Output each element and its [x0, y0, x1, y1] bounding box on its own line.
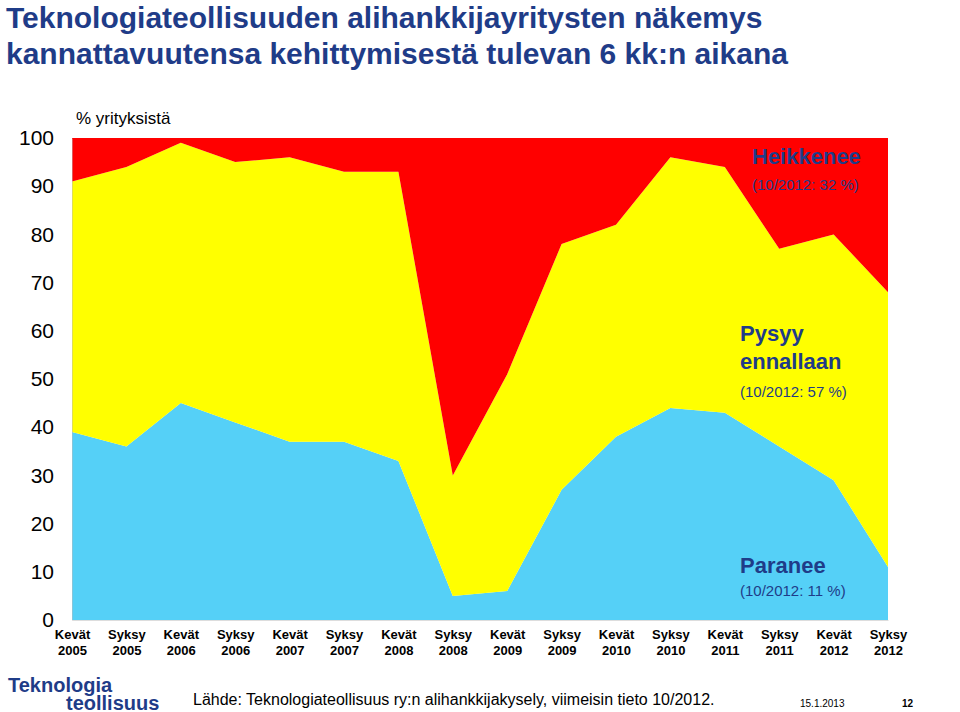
- y-axis-line: [72, 139, 73, 621]
- x-tick-label: Kevät2007: [272, 627, 308, 658]
- logo: teollisuus: [66, 692, 159, 712]
- y-tick-label: 10: [31, 560, 54, 583]
- y-tick: 30: [31, 464, 72, 487]
- x-tick-label: Syksy2012: [870, 627, 908, 658]
- x-tick: Syksy2010: [652, 620, 690, 658]
- page-number: 12: [902, 698, 914, 709]
- title: Teknologiateollisuuden alihankkijayritys…: [6, 1, 788, 70]
- x-tick: Kevät2007: [272, 620, 308, 658]
- x-tick-label: Syksy2011: [761, 627, 799, 658]
- y-tick-label: 90: [31, 174, 54, 197]
- y-tick: 100: [19, 126, 72, 149]
- x-tick: Syksy2011: [761, 620, 799, 658]
- x-tick: Syksy2009: [543, 620, 581, 658]
- y-tick: 90: [31, 174, 72, 197]
- y-tick-label: 30: [31, 464, 54, 487]
- x-tick-label: Syksy2006: [217, 627, 255, 658]
- x-tick-label: Kevät2008: [381, 627, 417, 658]
- y-tick: 50: [31, 367, 72, 390]
- series-label: Heikkenee: [752, 144, 861, 169]
- y-tick-label: 50: [31, 367, 54, 390]
- x-tick-label: Kevät2011: [708, 627, 744, 658]
- y-tick-label: 100: [19, 126, 54, 149]
- series-label: Paranee: [740, 553, 826, 578]
- y-axis: 0 10 20 30 40 50 60 70 80 90 100: [19, 126, 73, 631]
- x-tick-label: Syksy2007: [326, 627, 364, 658]
- series-label: Pysyyennallaan: [740, 321, 841, 374]
- y-tick-label: 0: [42, 608, 54, 631]
- x-axis: Kevät2005 Syksy2005 Kevät2006 Syksy2006 Kevä…: [55, 620, 908, 658]
- x-tick: Kevät2005: [55, 620, 91, 658]
- x-tick-label: Kevät2005: [55, 627, 91, 658]
- x-tick-label: Kevät2009: [490, 627, 526, 658]
- area: [72, 138, 888, 475]
- series-note: (10/2012: 57 %): [740, 383, 847, 400]
- x-tick: Kevät2009: [490, 620, 526, 658]
- x-tick-label: Kevät2010: [599, 627, 635, 658]
- x-tick: Kevät2006: [164, 620, 200, 658]
- y-tick: 60: [31, 319, 72, 342]
- x-tick-label: Syksy2010: [652, 627, 690, 658]
- x-tick: Kevät2008: [381, 620, 417, 658]
- y-tick-label: 70: [31, 271, 54, 294]
- x-tick: Syksy2008: [435, 620, 473, 658]
- y-tick-label: 40: [31, 415, 54, 438]
- x-tick-label: Syksy2005: [108, 627, 146, 658]
- y-tick: 20: [31, 512, 72, 535]
- x-tick: Syksy2012: [870, 620, 908, 658]
- series-note: (10/2012: 32 %): [752, 176, 859, 193]
- y-tick-label: 20: [31, 512, 54, 535]
- x-tick: Kevät2012: [816, 620, 852, 658]
- x-tick: Syksy2005: [108, 620, 146, 658]
- y-tick-label: 80: [31, 223, 54, 246]
- y-tick: 40: [31, 415, 72, 438]
- x-tick: Kevät2010: [599, 620, 635, 658]
- y-tick: 80: [31, 223, 72, 246]
- y-tick-label: 60: [31, 319, 54, 342]
- date: 15.1.2013: [800, 698, 845, 709]
- x-tick: Kevät2011: [708, 620, 744, 658]
- y-tick: 10: [31, 560, 72, 583]
- x-tick-label: Kevät2006: [164, 627, 200, 658]
- x-tick: Syksy2006: [217, 620, 255, 658]
- y-axis-title: % yrityksistä: [76, 109, 171, 128]
- source: Lähde: Teknologiateollisuus ry:n alihank…: [193, 691, 714, 708]
- x-tick-label: Syksy2009: [543, 627, 581, 658]
- chart: Teknologiateollisuuden alihankkijayritys…: [0, 0, 960, 712]
- series-note: (10/2012: 11 %): [740, 582, 846, 599]
- x-tick: Syksy2007: [326, 620, 364, 658]
- x-tick-label: Kevät2012: [816, 627, 852, 658]
- x-tick-label: Syksy2008: [435, 627, 473, 658]
- plot-area: [72, 138, 888, 620]
- x-axis-line: [73, 620, 889, 621]
- y-tick: 70: [31, 271, 72, 294]
